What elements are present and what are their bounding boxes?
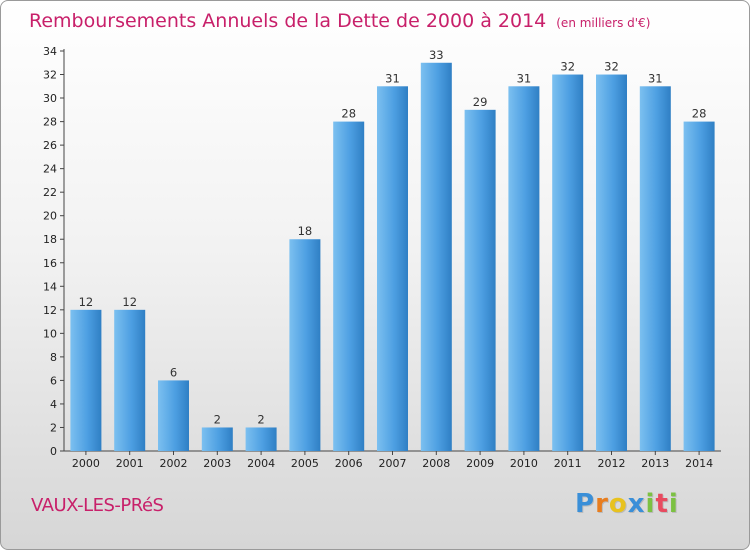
x-tick-label: 2013 xyxy=(641,457,669,470)
bar xyxy=(508,86,540,451)
y-tick-label: 26 xyxy=(43,139,57,152)
logo-letter: i xyxy=(668,489,679,519)
y-tick-label: 24 xyxy=(43,163,57,176)
chart-data-labels: 12 12 6 2 2 18 28 31 33 29 31 32 32 31 28 xyxy=(79,48,707,427)
y-tick-label: 32 xyxy=(43,69,57,82)
x-tick-label: 2004 xyxy=(247,457,275,470)
x-tick-label: 2006 xyxy=(335,457,363,470)
bar xyxy=(70,309,102,451)
data-label: 31 xyxy=(385,71,400,85)
x-tick-label: 2014 xyxy=(685,457,713,470)
x-tick-label: 2011 xyxy=(554,457,582,470)
logo-letter: i xyxy=(645,489,656,519)
y-tick-label: 2 xyxy=(50,421,57,434)
y-tick-label: 10 xyxy=(43,327,57,340)
bar xyxy=(596,74,627,451)
y-tick-label: 12 xyxy=(43,304,57,317)
bar xyxy=(333,121,365,452)
bar xyxy=(683,121,715,452)
data-label: 33 xyxy=(429,48,444,62)
x-tick-label: 2002 xyxy=(160,457,188,470)
data-label: 2 xyxy=(214,412,221,426)
y-tick-label: 4 xyxy=(50,398,57,411)
data-label: 18 xyxy=(298,224,313,238)
logo-letter: x xyxy=(627,489,646,519)
x-tick-label: 2005 xyxy=(291,457,319,470)
y-tick-label: 34 xyxy=(43,45,57,58)
data-label: 6 xyxy=(170,365,177,379)
y-tick-label: 14 xyxy=(43,280,57,293)
x-tick-label: 2007 xyxy=(379,457,407,470)
data-label: 28 xyxy=(692,107,707,121)
y-tick-label: 28 xyxy=(43,116,57,129)
x-tick-label: 2001 xyxy=(116,457,144,470)
data-label: 31 xyxy=(517,71,532,85)
bar xyxy=(158,380,189,451)
data-label: 12 xyxy=(79,295,94,309)
logo-letter: P xyxy=(575,489,596,519)
x-tick-label: 2009 xyxy=(466,457,494,470)
data-label: 32 xyxy=(560,60,575,74)
chart-subtitle: (en milliers d'€) xyxy=(556,16,650,30)
bar xyxy=(201,427,233,451)
y-tick-label: 20 xyxy=(43,210,57,223)
chart-title: Remboursements Annuels de la Dette de 20… xyxy=(29,10,650,32)
x-tick-label: 2010 xyxy=(510,457,538,470)
y-tick-label: 30 xyxy=(43,92,57,105)
chart-title-main: Remboursements Annuels de la Dette de 20… xyxy=(29,10,546,32)
y-tick-label: 22 xyxy=(43,186,57,199)
x-tick-label: 2003 xyxy=(203,457,231,470)
x-tick-label: 2012 xyxy=(598,457,626,470)
y-tick-label: 0 xyxy=(50,445,57,458)
proxiti-logo: Proxiti xyxy=(575,489,679,519)
bar xyxy=(114,309,146,451)
y-tick-label: 18 xyxy=(43,233,57,246)
data-label: 32 xyxy=(604,60,619,74)
data-label: 28 xyxy=(341,107,356,121)
bar xyxy=(420,62,452,451)
bar xyxy=(377,86,408,451)
logo-letter: o xyxy=(608,489,628,519)
logo-letter: r xyxy=(595,489,609,519)
commune-name: VAUX-LES-PRéS xyxy=(31,495,164,516)
y-tick-label: 6 xyxy=(50,374,57,387)
logo-letter: t xyxy=(655,489,669,519)
bar xyxy=(639,86,671,451)
x-tick-label: 2000 xyxy=(72,457,100,470)
y-tick-label: 16 xyxy=(43,257,57,270)
chart-bars xyxy=(70,62,715,452)
x-tick-label: 2008 xyxy=(422,457,450,470)
bar xyxy=(245,427,277,451)
bar xyxy=(464,109,496,451)
data-label: 31 xyxy=(648,71,663,85)
y-tick-label: 8 xyxy=(50,351,57,364)
data-label: 29 xyxy=(473,95,488,109)
data-label: 12 xyxy=(122,295,137,309)
bar xyxy=(552,74,584,451)
bar xyxy=(289,239,321,451)
data-label: 2 xyxy=(257,412,264,426)
